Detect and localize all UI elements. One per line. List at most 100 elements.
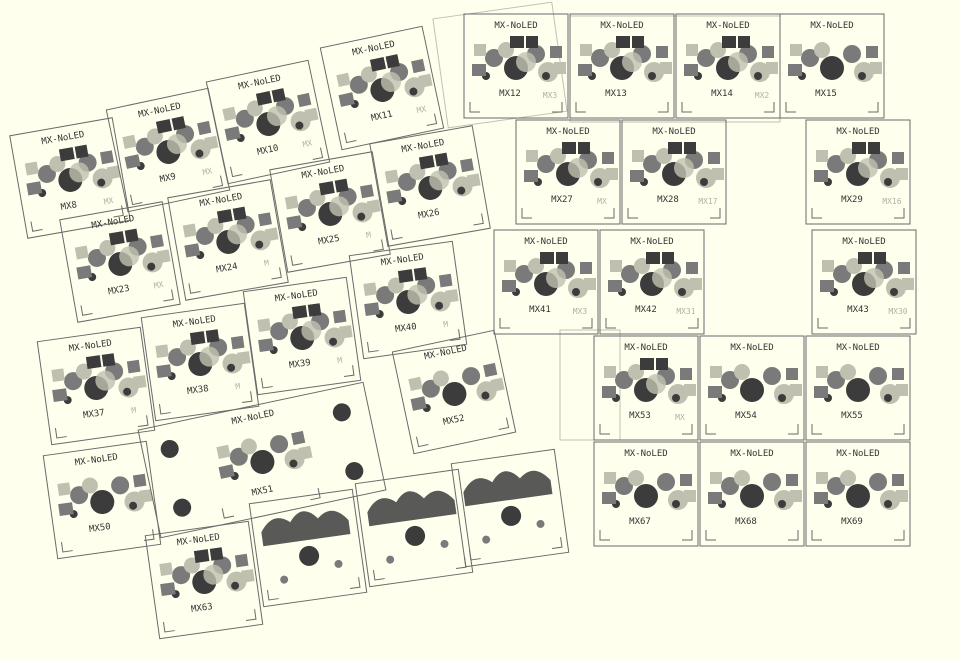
- pad-square: [222, 106, 237, 121]
- pad-square: [338, 92, 355, 107]
- corner-mark: [373, 239, 384, 252]
- pin-hole: [481, 391, 490, 400]
- pin-hole: [890, 288, 898, 296]
- pad-circle: [728, 52, 748, 72]
- footprint-name: MX-NoLED: [401, 138, 445, 155]
- pad-square: [556, 252, 568, 264]
- pin-hole: [147, 262, 156, 271]
- footprint-name: MX-NoLED: [176, 532, 220, 548]
- pad-square: [193, 549, 210, 564]
- center-hole: [501, 505, 522, 526]
- key-reference: MX29: [841, 195, 863, 205]
- pad-square: [710, 472, 722, 484]
- pad-square: [74, 245, 89, 260]
- pad-square: [307, 303, 322, 317]
- footprint-name: MX-NoLED: [237, 73, 281, 92]
- footprint-outline: [391, 329, 517, 455]
- ghost-reference: M: [131, 406, 137, 416]
- ghost-reference: MX: [153, 280, 164, 291]
- pad-square: [397, 269, 414, 284]
- pad-square: [298, 445, 313, 460]
- pad-square: [762, 46, 774, 58]
- pad-square: [902, 278, 914, 290]
- corner-mark: [372, 569, 385, 581]
- corner-mark: [366, 341, 379, 353]
- footprint-name: MX-NoLED: [423, 343, 467, 362]
- plate-outline: [354, 468, 474, 588]
- pad-square: [224, 126, 241, 141]
- corner-mark: [426, 113, 438, 126]
- pad-square: [684, 490, 696, 502]
- pad-square: [155, 118, 173, 134]
- pad-circle: [64, 372, 83, 391]
- pad-square: [788, 64, 802, 76]
- key-footprint-mx11: MX-NoLED MX11 MX: [319, 25, 445, 151]
- pad-square: [297, 92, 312, 108]
- footprint-name: MX-NoLED: [494, 21, 537, 31]
- footprint-name: MX-NoLED: [351, 39, 395, 58]
- pad-square: [632, 36, 644, 48]
- footprint-outline: [593, 441, 699, 547]
- pad-square: [205, 329, 220, 343]
- key-footprint-mx67: MX-NoLED MX67: [593, 441, 699, 547]
- pin-hole: [884, 178, 892, 186]
- pad-square: [472, 64, 486, 76]
- pad-circle: [516, 52, 536, 72]
- pad-square: [722, 36, 736, 48]
- footprint-name: MX-NoLED: [730, 343, 773, 353]
- pad-square: [526, 36, 538, 48]
- pad-square: [182, 223, 197, 238]
- corner-mark: [868, 102, 879, 113]
- ghost-reference: M: [337, 356, 343, 366]
- corner-mark: [449, 329, 461, 342]
- key-footprint-mx10: MX-NoLED MX10 MX: [205, 59, 331, 185]
- ghost-outline: [569, 15, 781, 123]
- pad-square: [258, 212, 272, 227]
- pad-circle: [763, 367, 781, 385]
- corner-mark: [212, 175, 224, 188]
- pad-square: [668, 142, 682, 154]
- pad-square: [866, 46, 878, 58]
- corner-mark: [137, 415, 149, 428]
- corner-mark: [811, 530, 822, 541]
- key-footprint-mx29: MX-NoLED MX29 MX16: [805, 119, 911, 225]
- corner-mark: [521, 208, 532, 219]
- footprint-name: MX-NoLED: [172, 314, 216, 330]
- footprint-name: MX-NoLED: [524, 237, 567, 247]
- key-reference: MX40: [395, 322, 418, 335]
- key-footprint-mx39: MX-NoLED MX39 M: [242, 276, 362, 396]
- center-hole: [405, 525, 426, 546]
- pad-square: [816, 472, 828, 484]
- pad-square: [896, 490, 908, 502]
- pin-hole: [482, 535, 491, 544]
- pad-square: [460, 158, 474, 173]
- pad-circle: [95, 370, 116, 391]
- corner-mark: [245, 609, 257, 622]
- pad-square: [52, 388, 68, 403]
- footprint-name: MX-NoLED: [199, 192, 243, 209]
- key-footprint-mx63: MX-NoLED MX63: [144, 520, 264, 640]
- pad-square: [602, 152, 614, 164]
- pad-square: [126, 359, 141, 374]
- pad-square: [550, 46, 562, 58]
- footprint-outline: [36, 326, 156, 446]
- pad-square: [51, 368, 65, 382]
- pad-square: [74, 144, 89, 159]
- pad-square: [540, 252, 554, 264]
- ghost-reference: MX: [675, 413, 685, 422]
- footprint-name: MX-NoLED: [624, 449, 667, 459]
- pad-square: [640, 358, 654, 370]
- pad-square: [150, 234, 164, 249]
- pin-hole: [280, 575, 289, 584]
- pad-square: [100, 150, 114, 165]
- pin-hole: [227, 363, 236, 372]
- pad-square: [790, 490, 802, 502]
- key-footprint-mx27: MX-NoLED MX27 MX: [515, 119, 621, 225]
- pad-square: [686, 44, 698, 56]
- pad-square: [156, 364, 172, 379]
- key-footprint-mx50: MX-NoLED MX50: [42, 440, 162, 560]
- footprint-outline: [621, 119, 727, 225]
- pad-square: [339, 325, 353, 339]
- pad-square: [578, 64, 592, 76]
